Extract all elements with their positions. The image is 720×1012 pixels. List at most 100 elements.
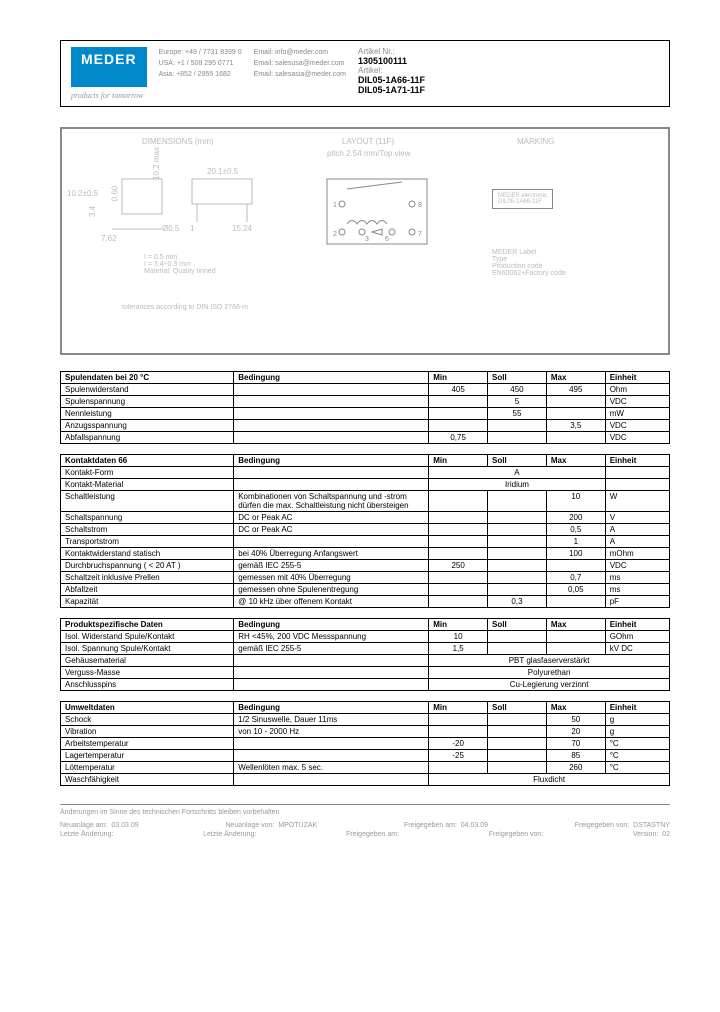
cell: Cu-Legierung verzinnt xyxy=(429,679,670,691)
table-row: Spulenspannung5VDC xyxy=(61,396,670,408)
cell: GOhm xyxy=(605,631,669,643)
footer: Änderungen im Sinne des technischen Fort… xyxy=(60,804,670,838)
col-header: Einheit xyxy=(605,455,669,467)
cell: 1,5 xyxy=(429,643,488,655)
cell: 55 xyxy=(488,408,547,420)
mark-l3: Production code xyxy=(492,263,566,270)
cell xyxy=(488,512,547,524)
cell: Spulenspannung xyxy=(61,396,234,408)
cell: Arbeitstemperatur xyxy=(61,738,234,750)
ver-label: Version: xyxy=(633,831,658,838)
table-row: SchaltspannungDC or Peak AC200V xyxy=(61,512,670,524)
cell xyxy=(429,548,488,560)
cell: 495 xyxy=(546,384,605,396)
cell: DC or Peak AC xyxy=(234,524,429,536)
cell: Spulenwiderstand xyxy=(61,384,234,396)
cell: 260 xyxy=(546,762,605,774)
col-header: Max xyxy=(546,455,605,467)
article-info: Artikel Nr.: 1305100111 Artikel: DIL05-1… xyxy=(358,47,425,100)
cell: Anzugsspannung xyxy=(61,420,234,432)
cell xyxy=(488,420,547,432)
cell: 50 xyxy=(546,714,605,726)
artikel-2: DIL05-1A71-11F xyxy=(358,85,425,95)
cell xyxy=(605,479,669,491)
disclaimer: Änderungen im Sinne des technischen Fort… xyxy=(60,809,670,816)
cell xyxy=(605,467,669,479)
table-row: Transportstrom1A xyxy=(61,536,670,548)
cell: 3,5 xyxy=(546,420,605,432)
cell xyxy=(546,596,605,608)
artikel-1: DIL05-1A66-11F xyxy=(358,75,425,85)
table-row: SchaltleistungKombinationen von Schaltsp… xyxy=(61,491,670,512)
cell: °C xyxy=(605,738,669,750)
col-header: Einheit xyxy=(605,702,669,714)
cell: bei 40% Überregung Anfangswert xyxy=(234,548,429,560)
cell xyxy=(488,432,547,444)
cell xyxy=(546,396,605,408)
cell xyxy=(546,560,605,572)
tagline: products for tomorrow xyxy=(71,91,147,100)
cell: °C xyxy=(605,750,669,762)
cell xyxy=(546,643,605,655)
col-header: Einheit xyxy=(605,372,669,384)
cell xyxy=(429,572,488,584)
cell: 405 xyxy=(429,384,488,396)
cell: Isol. Spannung Spule/Kontakt xyxy=(61,643,234,655)
notes-block: I = 0.5 mm I = 3.4÷0.3 mm Material: Qual… xyxy=(144,254,216,275)
cell: Polyurethan xyxy=(429,667,670,679)
svg-text:7: 7 xyxy=(418,231,422,238)
cell: gemessen mit 40% Überregung xyxy=(234,572,429,584)
cell xyxy=(488,584,547,596)
cell xyxy=(429,714,488,726)
marking-box: MEDER electronic DIL05-1A66-11F xyxy=(492,189,553,209)
f-l1c: Neuanlage von: xyxy=(225,822,274,829)
cell: 85 xyxy=(546,750,605,762)
cell: -20 xyxy=(429,738,488,750)
cell: 0,7 xyxy=(546,572,605,584)
cell: Ohm xyxy=(605,384,669,396)
col-header: Soll xyxy=(488,619,547,631)
col-header: Max xyxy=(546,372,605,384)
cell: g xyxy=(605,726,669,738)
cell: 70 xyxy=(546,738,605,750)
svg-text:3: 3 xyxy=(365,236,369,243)
cell: mOhm xyxy=(605,548,669,560)
cell: 450 xyxy=(488,384,547,396)
cell: mW xyxy=(605,408,669,420)
cell xyxy=(429,596,488,608)
artikel-label: Artikel: xyxy=(358,66,425,75)
cell: Abfallzeit xyxy=(61,584,234,596)
table-row: GehäusematerialPBT glasfaserverstärkt xyxy=(61,655,670,667)
cell: 20 xyxy=(546,726,605,738)
table-row: Abfallzeitgemessen ohne Spulenentregung0… xyxy=(61,584,670,596)
cell xyxy=(234,774,429,786)
cell: 1/2 Sinuswelle, Dauer 11ms xyxy=(234,714,429,726)
col-header: Max xyxy=(546,702,605,714)
cell xyxy=(234,432,429,444)
contact-europe: Europe: +49 / 7731 8399 0 xyxy=(159,47,242,58)
cell: V xyxy=(605,512,669,524)
table-row: Anzugsspannung 3,5VDC xyxy=(61,420,670,432)
cell: Kontakt-Material xyxy=(61,479,234,491)
cell: Nennleistung xyxy=(61,408,234,420)
cell: Gehäusematerial xyxy=(61,655,234,667)
cell: Schaltzeit inklusive Prellen xyxy=(61,572,234,584)
table-row: Schock1/2 Sinuswelle, Dauer 11ms50g xyxy=(61,714,670,726)
col-header: Bedingung xyxy=(234,702,429,714)
col-header: Soll xyxy=(488,702,547,714)
f-l2c: Letzte Änderung: xyxy=(203,831,256,838)
cell: VDC xyxy=(605,420,669,432)
f-l1g: Freigegeben von: xyxy=(575,822,629,829)
datasheet-page: MEDER electronic products for tomorrow E… xyxy=(0,0,720,860)
mark-l2: Type xyxy=(492,256,566,263)
cell: VDC xyxy=(605,560,669,572)
cell: VDC xyxy=(605,396,669,408)
cell: von 10 - 2000 Hz xyxy=(234,726,429,738)
cell: Abfallspannung xyxy=(61,432,234,444)
svg-text:1: 1 xyxy=(333,202,337,209)
contact-email: Email: info@meder.com Email: salesusa@me… xyxy=(254,47,346,100)
cell: Lagertemperatur xyxy=(61,750,234,762)
dimensions-title: DIMENSIONS (mm) xyxy=(142,137,214,146)
svg-text:8: 8 xyxy=(418,202,422,209)
table-row: Nennleistung 55 mW xyxy=(61,408,670,420)
